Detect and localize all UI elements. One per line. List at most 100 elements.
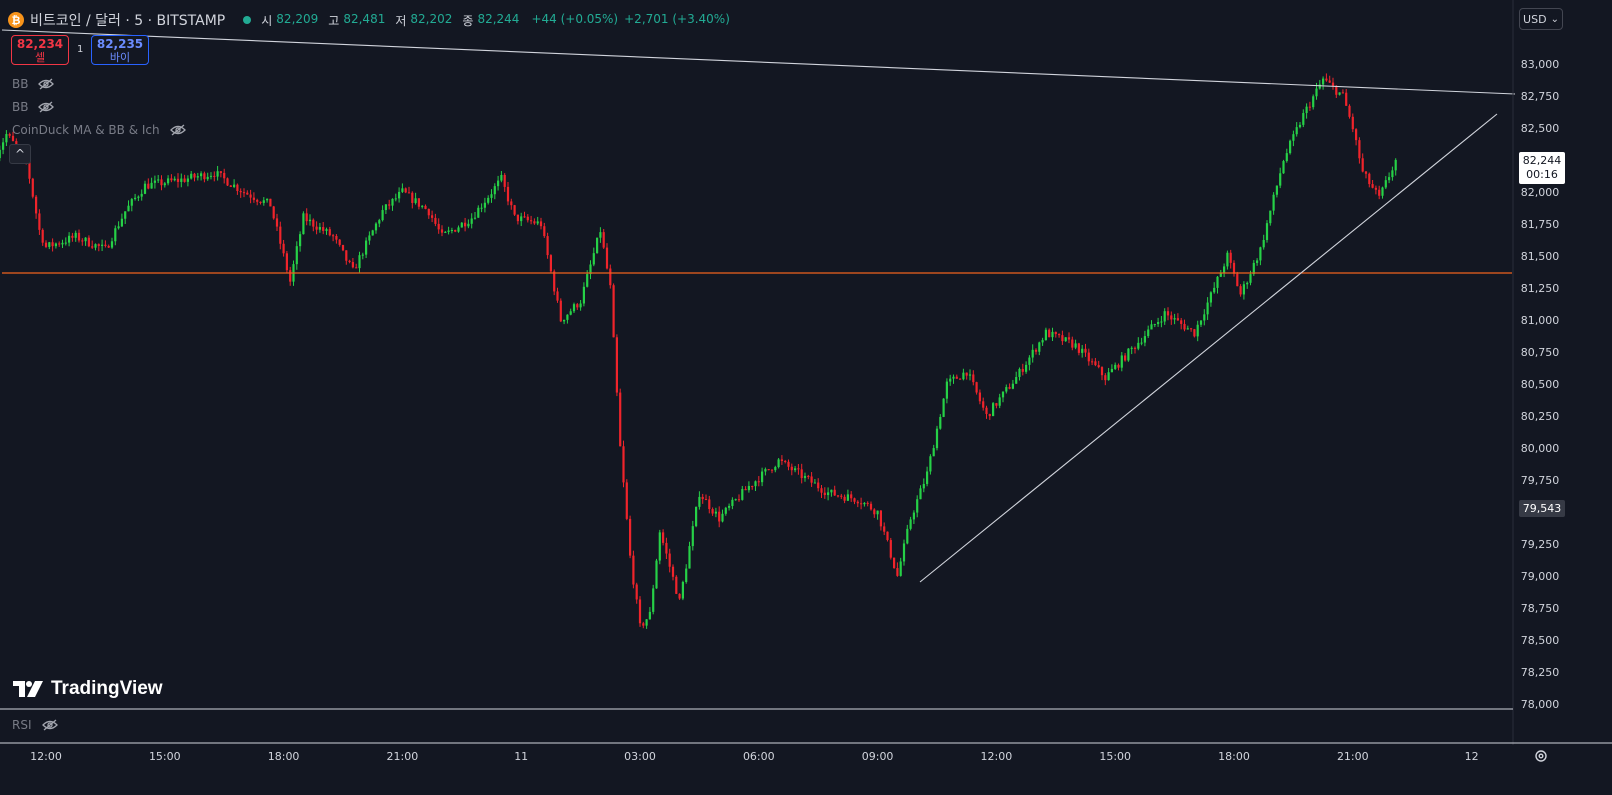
candle-body <box>1315 88 1318 97</box>
candle-body <box>1325 78 1328 81</box>
eye-hidden-icon[interactable] <box>41 719 58 731</box>
candle-body <box>975 382 978 393</box>
candle-body <box>1028 357 1031 365</box>
candle-body <box>1328 80 1331 83</box>
candle-body <box>691 526 694 547</box>
candle-body <box>754 481 757 487</box>
candle-body <box>365 240 368 255</box>
time-tick-label: 12 <box>1465 750 1479 763</box>
candle-body <box>827 492 830 496</box>
candle-body <box>216 171 219 177</box>
candle-body <box>1183 323 1186 330</box>
settings-icon[interactable] <box>1533 748 1549 764</box>
candle-body <box>860 503 863 505</box>
candle-body <box>995 403 998 406</box>
symbol-header[interactable]: ₿ 비트코인 / 달러 · 5 · BITSTAMP 시 82,209 고 82,4… <box>8 9 730 31</box>
candle-body <box>629 518 632 556</box>
candle-body <box>968 374 972 376</box>
bar-countdown: 00:16 <box>1526 168 1558 181</box>
eye-hidden-icon[interactable] <box>38 101 55 113</box>
candle-body <box>916 499 919 513</box>
price-tick-label: 83,000 <box>1521 58 1560 71</box>
candle-body <box>731 499 734 506</box>
candle-body <box>341 244 345 251</box>
candle-body <box>1110 368 1113 373</box>
candle-body <box>394 198 397 200</box>
candle-body <box>1378 189 1381 196</box>
currency-label: USD <box>1523 12 1547 26</box>
candle-body <box>1282 161 1285 174</box>
candle-body <box>935 428 939 449</box>
candle-body <box>1232 262 1236 274</box>
currency-selector[interactable]: USD ⌄ <box>1519 8 1563 30</box>
candle-body <box>368 235 371 241</box>
candle-body <box>1061 335 1064 342</box>
candle-body <box>728 505 731 508</box>
candle-body <box>563 319 566 322</box>
candle-body <box>1364 171 1368 174</box>
symbol-title[interactable]: 비트코인 / 달러 · 5 · BITSTAMP <box>30 13 226 29</box>
candle-body <box>256 199 259 202</box>
candle-body <box>262 200 265 203</box>
candle-body <box>1120 355 1123 368</box>
candle-body <box>744 489 747 491</box>
indicator-rsi[interactable]: RSI <box>12 718 58 732</box>
candle-body <box>170 178 173 181</box>
candle-body <box>942 398 945 417</box>
time-tick-label: 18:00 <box>1218 750 1250 763</box>
candle-body <box>322 227 325 231</box>
candle-body <box>926 471 929 484</box>
candle-body <box>35 196 38 214</box>
candle-body <box>242 192 246 194</box>
candle-body <box>780 459 783 461</box>
candle-body <box>94 244 97 248</box>
candle-body <box>1196 324 1199 337</box>
candle-body <box>714 511 717 514</box>
candle-body <box>1147 329 1150 337</box>
candle-body <box>196 176 199 178</box>
candle-body <box>998 397 1001 406</box>
candle-body <box>1335 85 1338 95</box>
sell-button[interactable]: 82,234 셀 <box>11 35 69 65</box>
candle-body <box>1394 159 1397 171</box>
eye-hidden-icon[interactable] <box>38 78 55 90</box>
indicator-bb-2[interactable]: BB <box>12 100 55 114</box>
candle-body <box>444 231 447 233</box>
candle-body <box>1166 311 1170 316</box>
candle-body <box>434 217 437 224</box>
candle-body <box>846 494 849 501</box>
candle-body <box>1246 282 1249 285</box>
candle-body <box>454 229 457 232</box>
candle-body <box>955 376 958 379</box>
buy-button[interactable]: 82,235 바이 <box>91 35 149 65</box>
candle-body <box>81 240 84 242</box>
time-tick-label: 03:00 <box>624 750 656 763</box>
buy-label: 바이 <box>109 51 131 64</box>
candle-body <box>992 403 995 417</box>
collapse-indicators-button[interactable]: ^ <box>9 144 31 164</box>
candle-body <box>1265 223 1269 240</box>
candle-body <box>1048 329 1051 338</box>
candle-body <box>1305 106 1308 114</box>
time-tick-label: 21:00 <box>387 750 419 763</box>
candle-body <box>850 494 853 499</box>
candle-body <box>982 401 985 408</box>
watermark-text: TradingView <box>51 678 163 699</box>
candle-body <box>605 247 609 269</box>
candle-body <box>500 174 503 181</box>
candle-body <box>510 201 513 206</box>
order-quantity[interactable]: 1 <box>77 44 84 55</box>
candle-body <box>817 482 820 489</box>
candle-body <box>985 407 988 414</box>
price-tick-label: 80,750 <box>1521 346 1560 359</box>
indicator-bb-1[interactable]: BB <box>12 77 55 91</box>
candle-body <box>1318 84 1321 89</box>
candle-body <box>853 498 856 502</box>
candle-body <box>160 179 163 186</box>
candle-body <box>117 226 120 229</box>
candle-body <box>685 568 688 582</box>
eye-hidden-icon[interactable] <box>169 124 186 136</box>
indicator-coinduck[interactable]: CoinDuck MA & BB & Ich <box>12 123 186 137</box>
candle-body <box>741 489 744 500</box>
